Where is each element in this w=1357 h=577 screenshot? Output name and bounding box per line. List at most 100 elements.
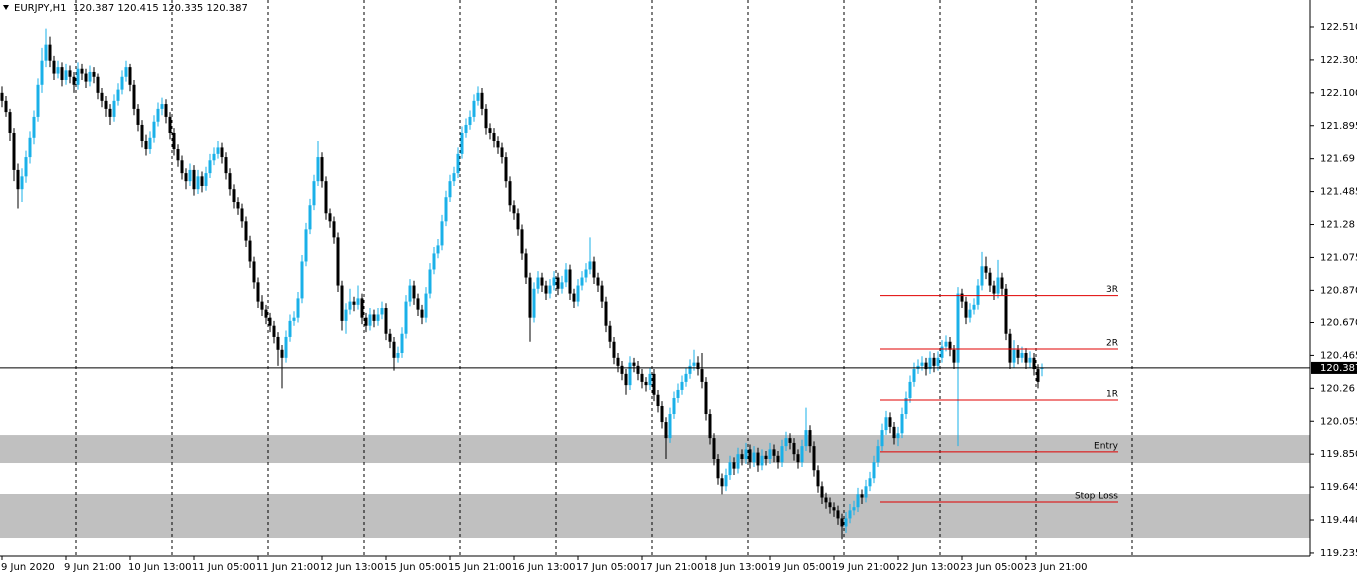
- candle-body: [300, 261, 304, 299]
- candle-body: [360, 298, 364, 318]
- chart-header: EURJPY,H1 120.387 120.415 120.335 120.38…: [14, 3, 248, 14]
- candle-body: [284, 336, 288, 358]
- candle-body: [120, 76, 124, 90]
- candle-body: [920, 362, 924, 366]
- candle-body: [308, 205, 312, 230]
- candle-body: [612, 341, 616, 358]
- candle-body: [552, 277, 556, 286]
- x-tick-label: 12 Jun 13:00: [320, 562, 384, 573]
- candle-body: [44, 44, 48, 61]
- candle-body: [800, 446, 804, 463]
- candle-body: [468, 116, 472, 125]
- level-label: Stop Loss: [1075, 492, 1118, 502]
- candle-body: [680, 381, 684, 390]
- candle-body: [828, 502, 832, 508]
- x-tick-label: 19 Jun 21:00: [832, 562, 896, 573]
- candle-body: [40, 60, 44, 85]
- candle-body: [664, 422, 668, 439]
- candle-body: [596, 277, 600, 286]
- candle-body: [668, 414, 672, 439]
- candle-body: [712, 438, 716, 459]
- candle-body: [940, 346, 944, 358]
- candle-body: [1004, 288, 1008, 334]
- candle-body: [624, 373, 628, 386]
- candle-body: [432, 253, 436, 270]
- candle-body: [560, 282, 564, 289]
- candle-body: [204, 173, 208, 186]
- candle-body: [816, 470, 820, 487]
- candle-body: [1036, 369, 1040, 382]
- level-label: 1R: [1106, 390, 1118, 400]
- candle-body: [540, 277, 544, 286]
- candle-body: [80, 68, 84, 74]
- candle-body: [1024, 353, 1028, 363]
- candle-body: [508, 181, 512, 206]
- candle-body: [404, 301, 408, 334]
- candle-body: [228, 173, 232, 190]
- candle-body: [600, 285, 604, 302]
- candle-body: [692, 362, 696, 366]
- candle-body: [144, 141, 148, 150]
- candle-body: [256, 282, 260, 302]
- x-tick-label: 11 Jun 05:00: [192, 562, 256, 573]
- candle-body: [88, 71, 92, 82]
- candle-body: [12, 132, 16, 170]
- candle-body: [68, 70, 72, 77]
- candle-body: [1020, 353, 1024, 358]
- candle-body: [492, 132, 496, 142]
- candle-body: [704, 381, 708, 415]
- candle-body: [520, 229, 524, 254]
- candle-body: [780, 446, 784, 463]
- candle-body: [76, 68, 80, 85]
- candle-body: [396, 353, 400, 358]
- candle-body: [216, 147, 220, 154]
- candle-body: [636, 365, 640, 374]
- candle-body: [836, 510, 840, 519]
- candle-body: [952, 349, 956, 363]
- candle-body: [488, 128, 492, 133]
- candle-body: [504, 157, 508, 182]
- candle-body: [860, 494, 864, 498]
- candle-body: [968, 309, 972, 318]
- candle-body: [224, 157, 228, 174]
- candle-body: [140, 124, 144, 142]
- candle-body: [356, 298, 360, 305]
- candle-body: [684, 373, 688, 382]
- candle-body: [532, 288, 536, 318]
- candle-body: [484, 108, 488, 129]
- candle-body: [588, 261, 592, 270]
- candle-body: [344, 309, 348, 321]
- candle-body: [72, 76, 76, 85]
- candle-body: [736, 454, 740, 469]
- candle-body: [992, 285, 996, 294]
- y-tick-label: 120.26: [1320, 383, 1355, 394]
- candle-body: [232, 189, 236, 203]
- candle-body: [688, 365, 692, 374]
- candle-body: [24, 157, 28, 177]
- candle-body: [760, 455, 764, 466]
- candle-body: [188, 169, 192, 182]
- y-tick-label: 121.075: [1320, 252, 1357, 263]
- candle-body: [772, 449, 776, 456]
- candle-body: [620, 365, 624, 374]
- candle-body: [280, 349, 284, 358]
- candle-body: [580, 277, 584, 286]
- candle-body: [536, 277, 540, 289]
- candle-body: [108, 108, 112, 117]
- candle-body: [944, 341, 948, 347]
- candle-body: [200, 176, 204, 186]
- candle-body: [64, 70, 68, 80]
- candle-body: [996, 277, 1000, 294]
- candle-body: [956, 293, 960, 363]
- candle-body: [60, 67, 64, 80]
- y-tick-label: 120.055: [1320, 416, 1357, 427]
- candle-body: [212, 153, 216, 161]
- x-tick-label: 15 Jun 21:00: [448, 562, 512, 573]
- candle-body: [368, 314, 372, 326]
- candle-body: [824, 497, 828, 503]
- candle-body: [724, 475, 728, 487]
- candle-body: [980, 266, 984, 286]
- candle-body: [448, 181, 452, 198]
- symbol-marker: [3, 5, 9, 10]
